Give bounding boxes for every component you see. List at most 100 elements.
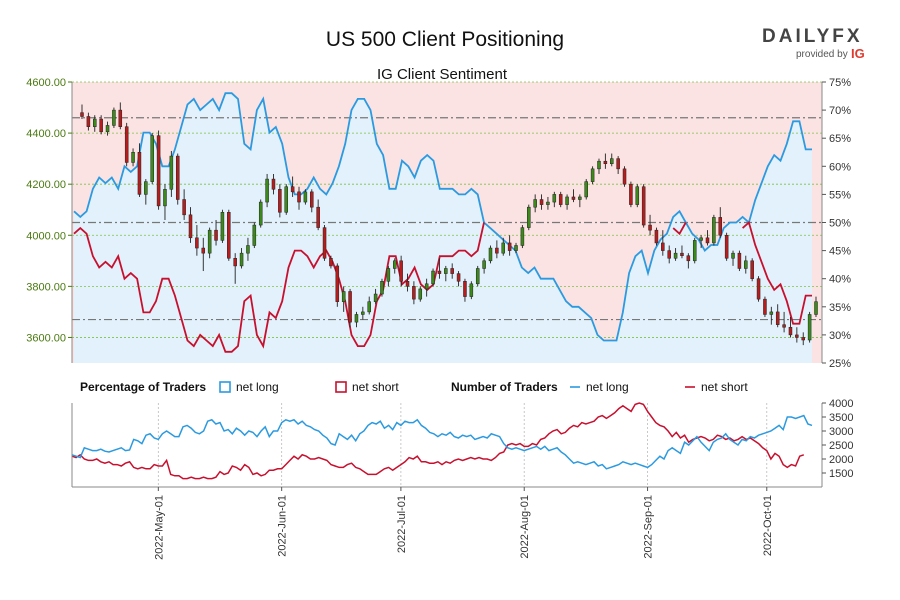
candle-26: [246, 237, 250, 261]
candle-body: [635, 186, 640, 205]
candle-body: [520, 227, 525, 246]
candle-89: [648, 214, 652, 236]
candle-body: [437, 270, 442, 274]
legend-percentage-heading: Percentage of Traders: [80, 380, 206, 394]
candle-body: [310, 191, 314, 208]
candle-body: [105, 125, 110, 133]
candle-body: [680, 252, 684, 256]
candle-body: [539, 199, 544, 205]
candle-body: [699, 237, 703, 241]
candle-100: [718, 207, 723, 238]
candle-6: [118, 102, 123, 130]
candle-113: [801, 332, 805, 346]
candle-95: [686, 253, 691, 269]
candle-49: [392, 258, 397, 274]
net-long-count-line: [71, 414, 813, 470]
candle-body: [807, 314, 812, 341]
candle-66: [501, 237, 506, 256]
candle-body: [163, 189, 167, 207]
price-axis: 3600.00 3800.00 4000.00 4200.00 4400.00 4600.…: [26, 77, 72, 344]
candle-39: [329, 255, 333, 269]
candle-body: [284, 186, 288, 213]
candle-90: [654, 227, 659, 246]
candle-body: [329, 258, 333, 267]
candle-body: [144, 181, 148, 195]
candle-92: [667, 245, 671, 264]
candle-body: [373, 293, 378, 302]
candle-72: [539, 194, 544, 210]
candle-body: [673, 252, 678, 259]
price-tick-label-3: 4200.00: [26, 179, 66, 191]
candle-81: [597, 158, 601, 174]
candle-33: [290, 176, 295, 197]
price-tick-label-1: 3800.00: [26, 281, 66, 293]
traders-tick-label-5: 4000: [829, 398, 853, 410]
legend-net-long-pct-label: net long: [236, 380, 279, 394]
candle-body: [150, 135, 154, 182]
candle-body: [590, 168, 595, 182]
candle-59: [456, 271, 461, 287]
candle-97: [699, 235, 703, 249]
percent-tick-label-7: 60%: [829, 161, 851, 173]
date-label-1: 2022-Jun-01: [277, 495, 289, 557]
candle-47: [380, 278, 384, 297]
candle-body: [788, 326, 793, 336]
candle-body: [258, 201, 263, 226]
candle-body: [744, 260, 748, 269]
candle-51: [405, 273, 410, 292]
candle-body: [597, 160, 601, 170]
net-long-pct-line: [73, 92, 812, 342]
candle-body: [361, 311, 365, 315]
candle-0: [80, 104, 84, 120]
candle-57: [444, 265, 448, 282]
candle-body: [782, 324, 786, 328]
candle-4: [105, 121, 110, 136]
candle-32: [284, 184, 288, 215]
candle-19: [201, 237, 206, 272]
percent-tick-label-2: 35%: [829, 302, 851, 314]
candle-body: [578, 196, 582, 200]
candle-12: [156, 130, 161, 210]
candle-78: [578, 194, 582, 208]
candle-body: [769, 311, 774, 315]
candle-body: [654, 229, 659, 244]
net-long-area: [74, 93, 812, 363]
chart-subtitle: IG Client Sentiment: [377, 66, 508, 83]
candle-body: [303, 191, 308, 203]
candle-body: [322, 227, 327, 259]
candle-23: [227, 209, 231, 261]
candle-2: [93, 115, 97, 132]
candle-37: [316, 199, 320, 231]
candle-108: [769, 306, 774, 325]
candle-104: [744, 255, 748, 274]
candle-body: [712, 217, 716, 244]
candle-body: [475, 268, 480, 285]
candle-75: [558, 191, 563, 208]
candle-21: [214, 219, 218, 246]
candle-29: [265, 173, 269, 208]
candle-63: [482, 258, 486, 274]
candle-86: [629, 181, 633, 208]
candle-body: [246, 245, 250, 254]
candle-body: [686, 255, 691, 262]
candle-62: [475, 265, 480, 287]
candle-109: [775, 304, 780, 328]
candle-body: [220, 212, 225, 241]
percent-axis: 25% 30% 35% 40% 45% 50% 55% 60% 65% 70% 75%: [822, 77, 851, 370]
candle-40: [335, 263, 340, 307]
candle-body: [392, 260, 397, 269]
candle-body: [335, 265, 340, 302]
candle-17: [188, 207, 193, 243]
candle-body: [795, 334, 799, 338]
candle-107: [763, 296, 767, 318]
candle-98: [705, 230, 710, 246]
candle-106: [756, 276, 761, 302]
candle-body: [737, 252, 742, 269]
candle-42: [348, 288, 352, 328]
candle-56: [437, 258, 442, 279]
candle-44: [361, 306, 365, 320]
candle-79: [584, 179, 588, 200]
candle-body: [450, 268, 454, 274]
candle-body: [175, 155, 180, 200]
candle-36: [310, 189, 314, 213]
